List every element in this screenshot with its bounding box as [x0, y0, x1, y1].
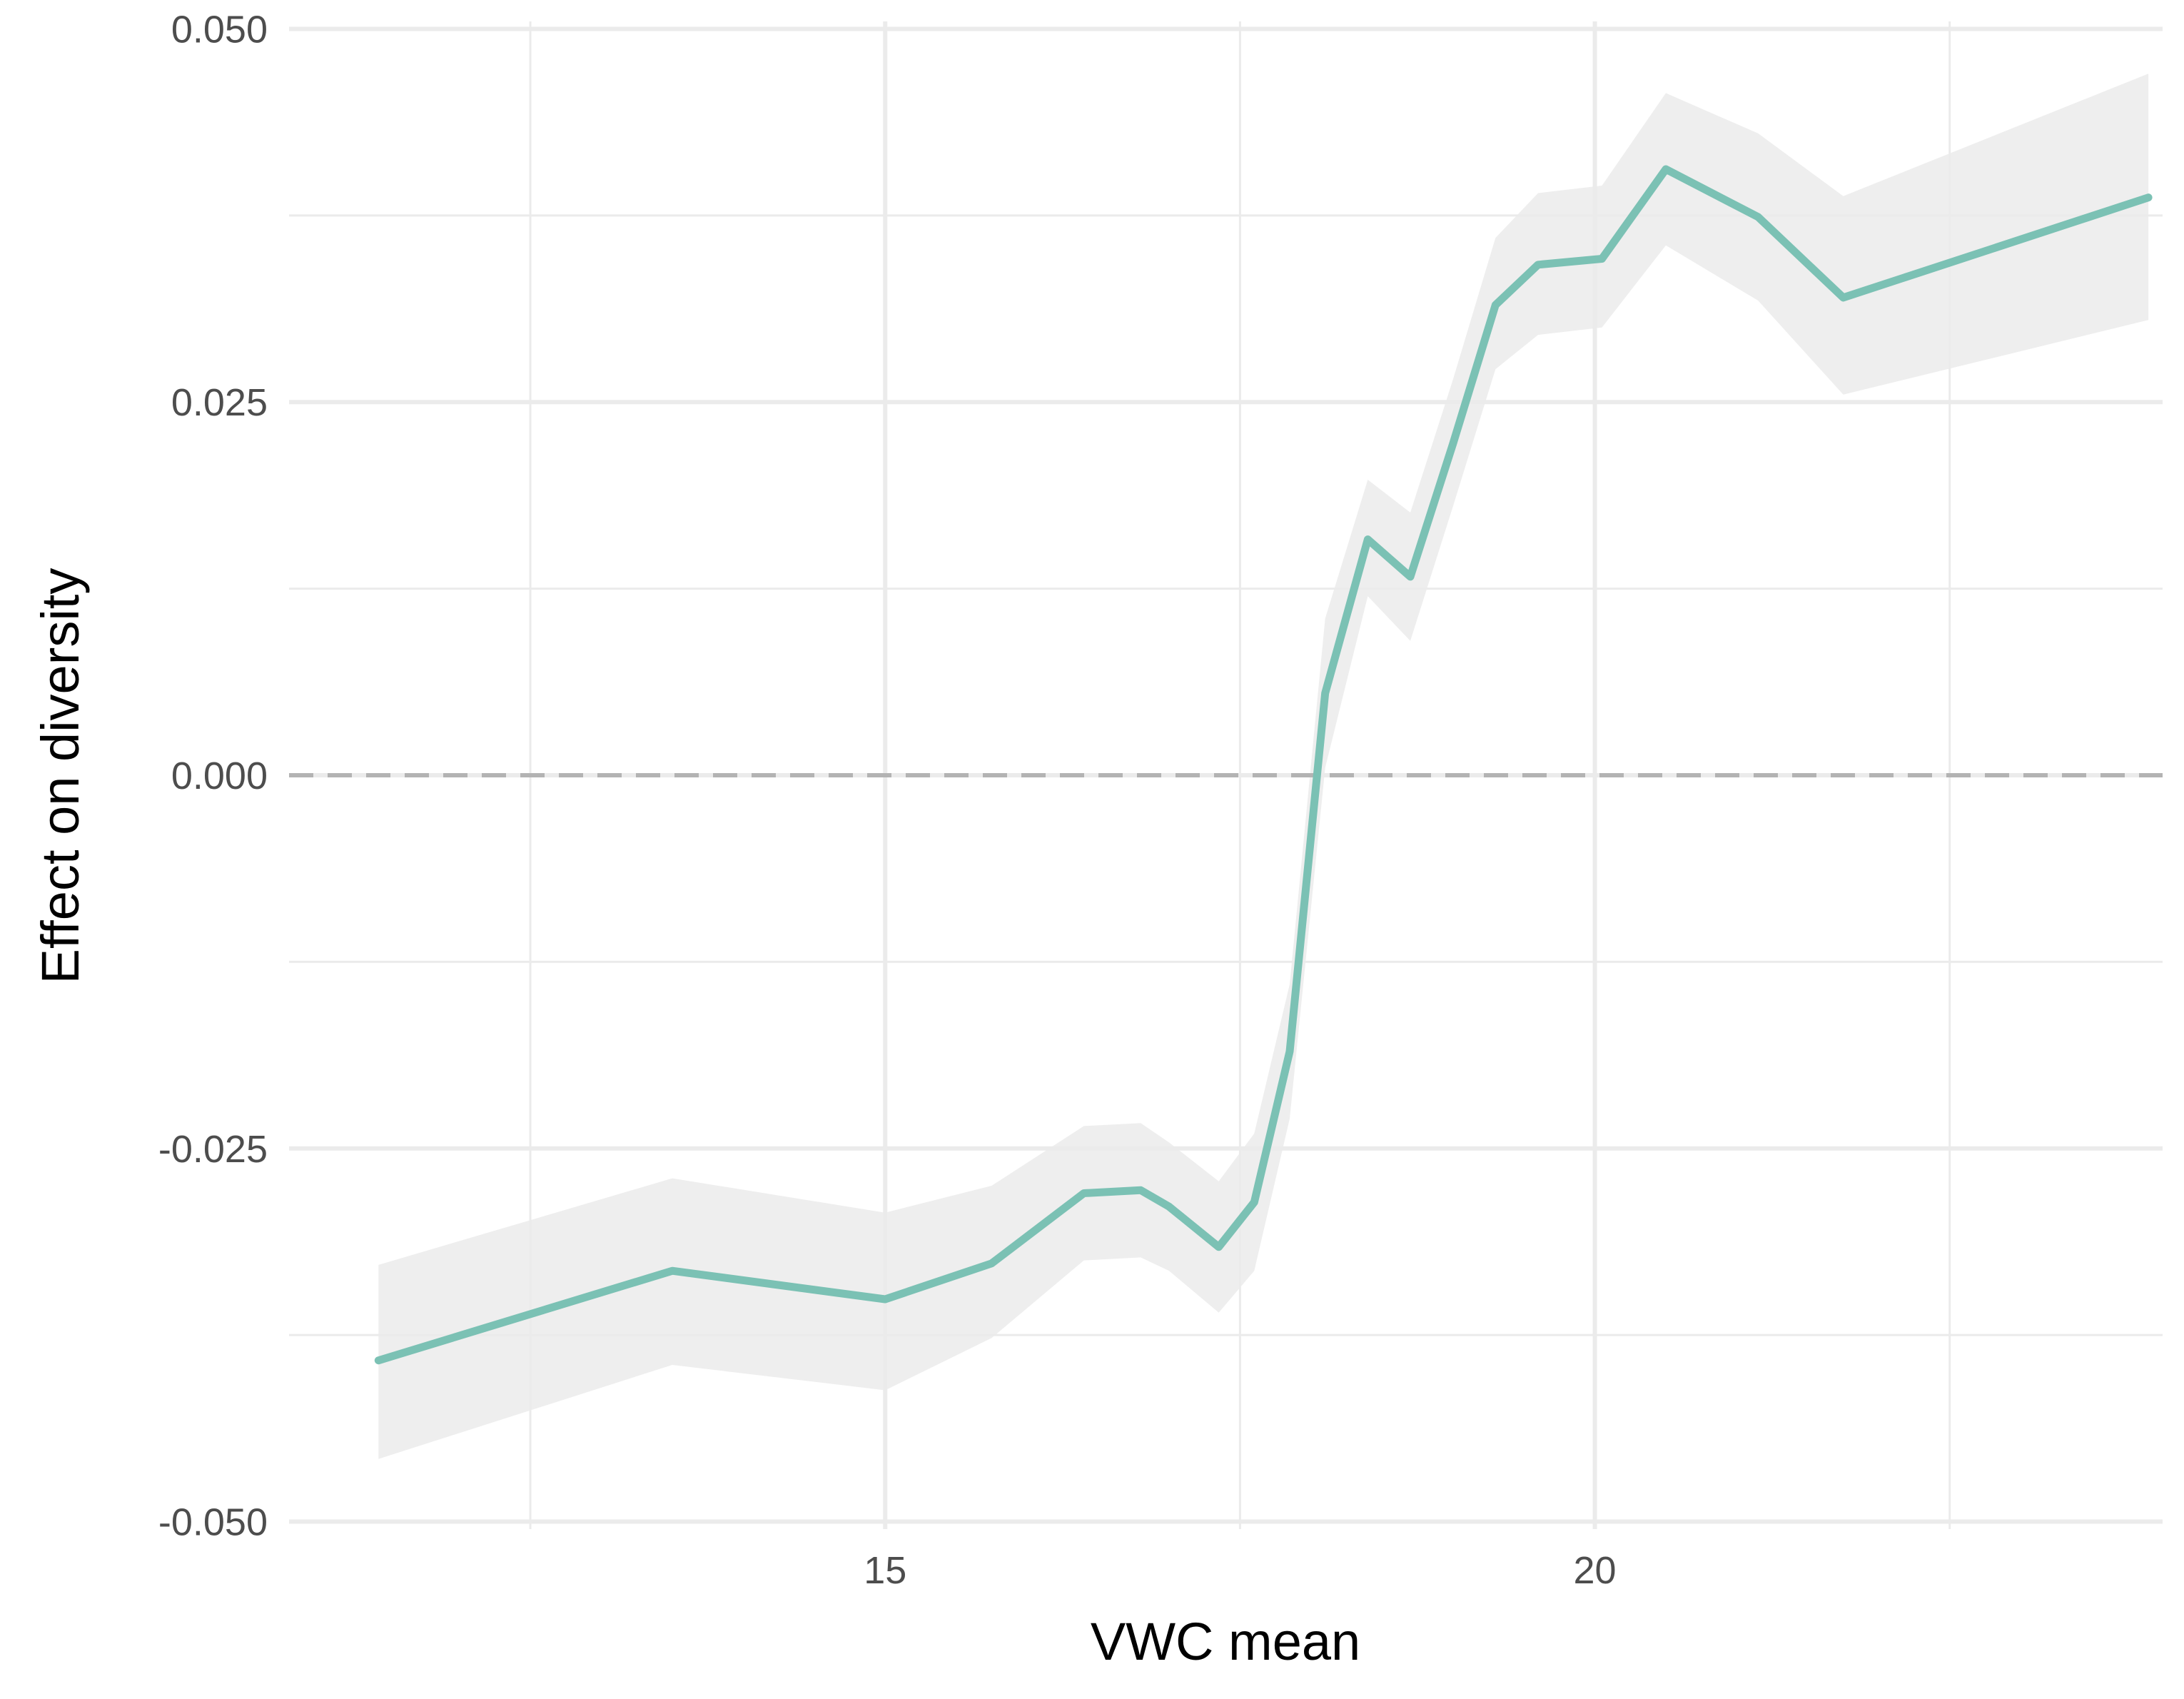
y-tick-label: 0.000 [171, 755, 268, 797]
x-tick-label: 15 [864, 1549, 906, 1592]
y-tick-label: -0.025 [158, 1128, 268, 1171]
y-tick-label: -0.050 [158, 1501, 268, 1544]
x-axis-title: VWC mean [1091, 1612, 1360, 1671]
confidence-ribbon [378, 74, 2149, 1459]
x-tick-label: 20 [1574, 1549, 1617, 1592]
y-tick-label: 0.050 [171, 8, 268, 51]
y-tick-label: 0.025 [171, 381, 268, 424]
effect-curve [374, 165, 2153, 1365]
y-axis-title: Effect on diversity [31, 568, 90, 984]
x-axis-tick-labels: 15 20 [864, 1549, 1616, 1592]
y-axis-tick-labels: -0.050 -0.025 0.000 0.025 0.050 [158, 8, 268, 1543]
